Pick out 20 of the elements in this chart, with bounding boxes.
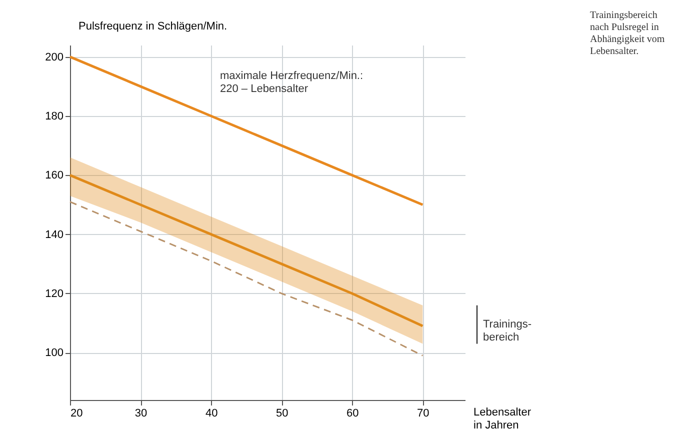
line-series: [69, 201, 424, 356]
text: Trainings- bereich: [483, 318, 532, 344]
annotation: maximale Herzfrequenz/Min.: 220 – Lebensalter: [220, 70, 364, 95]
line-series: [68, 174, 424, 328]
x-tick-label: 70: [417, 408, 430, 420]
y-tick-label: 100: [45, 347, 64, 360]
y-tick-label: 140: [45, 228, 64, 241]
x-axis-title: Lebensalter in Jahren: [474, 406, 532, 432]
y-tick-label: 200: [45, 51, 64, 64]
y-axis-title: Pulsfrequenz in Schlägen/Min.: [78, 20, 228, 32]
x-tick-label: 20: [70, 408, 83, 420]
x-tick-label: 40: [205, 408, 218, 420]
x-tick-label: 30: [134, 408, 148, 420]
x-tick-label: 60: [346, 408, 359, 420]
y-tick-label: 120: [45, 288, 64, 300]
text: Trainingsbereich nach Pulsregel in Abhängigkeit vom Lebensalter.: [590, 10, 665, 57]
x-tick-label: 50: [276, 408, 288, 420]
y-tick-label: 160: [45, 170, 64, 182]
line-series: [68, 56, 424, 206]
y-tick-label: 180: [45, 110, 64, 122]
